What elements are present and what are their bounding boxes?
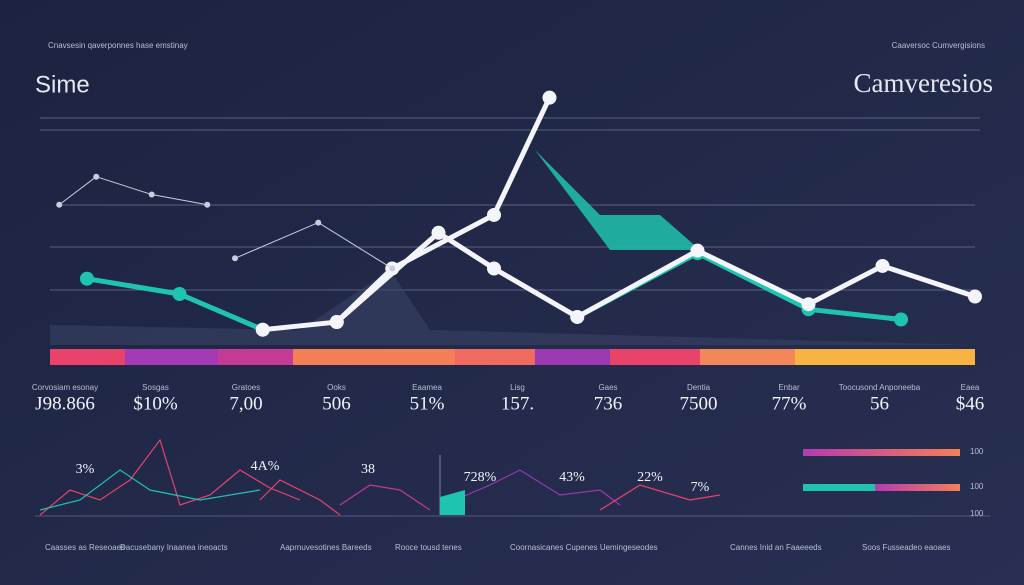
- point: [93, 173, 100, 180]
- point: [487, 207, 501, 222]
- point: [315, 219, 322, 226]
- stat-value: 51%: [410, 393, 445, 414]
- bar-label: 100: [970, 509, 984, 518]
- point: [389, 265, 396, 272]
- mini-label: 7%: [691, 480, 710, 495]
- title: Sime: [35, 71, 90, 98]
- point: [431, 225, 446, 240]
- stat-value: 736: [594, 393, 623, 414]
- area: [535, 150, 700, 250]
- point: [487, 261, 501, 276]
- mini-label: 43%: [559, 470, 585, 485]
- stat-value: 77%: [772, 393, 807, 414]
- mini-label: 728%: [464, 470, 497, 485]
- point: [542, 90, 557, 105]
- footer-text: Coornasicanes Cupenes Uemingeseodes: [510, 543, 658, 552]
- stat-label: Eaea: [961, 383, 980, 392]
- line: [58, 176, 208, 206]
- bar: [875, 484, 960, 491]
- stat-value: $10%: [133, 393, 178, 414]
- grid: [40, 117, 980, 291]
- stat-value: $46: [956, 393, 985, 414]
- stat-value: 157.: [501, 393, 534, 414]
- mini-label: 22%: [637, 470, 663, 485]
- stat-value: 506: [322, 393, 351, 414]
- point: [56, 201, 63, 208]
- stat-label: Enbar: [778, 383, 800, 392]
- footer-text: Rooce tousd tenes: [395, 543, 462, 552]
- mini-area: [440, 490, 465, 515]
- stat-label: Sosgas: [142, 383, 169, 392]
- footer-text: Cannes Inid an Faaeeeds: [730, 543, 822, 552]
- point: [875, 258, 890, 273]
- point: [570, 309, 585, 324]
- stat-label: Gratoes: [232, 383, 260, 392]
- bar-label: 100: [970, 482, 984, 491]
- stat-label: Gaes: [598, 383, 617, 392]
- point: [801, 297, 816, 312]
- caption: Caaversoc Cumvergisions: [892, 41, 985, 50]
- bar-label: 100: [970, 447, 984, 456]
- point: [894, 312, 908, 327]
- mini-label: 3%: [76, 462, 95, 477]
- point: [690, 243, 705, 258]
- mini-charts: [35, 438, 990, 517]
- area: [50, 270, 975, 345]
- footer-text: Caasses as Reseoaes: [45, 543, 125, 552]
- stat-value: 7500: [680, 393, 718, 414]
- point: [148, 191, 155, 198]
- footer-text: Aaprnuvesotines Bareeds: [280, 543, 372, 552]
- point: [255, 322, 270, 337]
- bar: [803, 449, 960, 456]
- stat-value: J98.866: [35, 393, 95, 414]
- point: [204, 201, 211, 208]
- title: Camveresios: [854, 68, 993, 98]
- point: [172, 287, 187, 301]
- point: [329, 315, 344, 330]
- stat-value: 56: [870, 393, 889, 414]
- stat-label: Corvosiam esonay: [32, 383, 98, 392]
- stat-label: Ooks: [327, 383, 346, 392]
- footer-text: Soos Fusseadeo eaoaes: [862, 543, 951, 552]
- caption: Cnavsesin qaverponnes hase emstinay: [48, 41, 188, 50]
- point: [232, 255, 238, 262]
- point: [80, 271, 94, 286]
- footer-text: Dacusebany Inaanea ineoacts: [120, 543, 228, 552]
- stat-label: Eaamea: [412, 383, 442, 392]
- stat-value: 7,00: [229, 393, 262, 414]
- bar: [803, 484, 875, 491]
- stat-label: Toocusond Anponeeba: [839, 383, 921, 392]
- mini-label: 4A%: [251, 459, 280, 474]
- line: [335, 96, 552, 324]
- stat-label: Lisg: [510, 383, 525, 392]
- mini-label: 38: [361, 462, 375, 477]
- stat-label: Dentia: [687, 383, 711, 392]
- point: [968, 289, 982, 304]
- color-band: [50, 349, 975, 365]
